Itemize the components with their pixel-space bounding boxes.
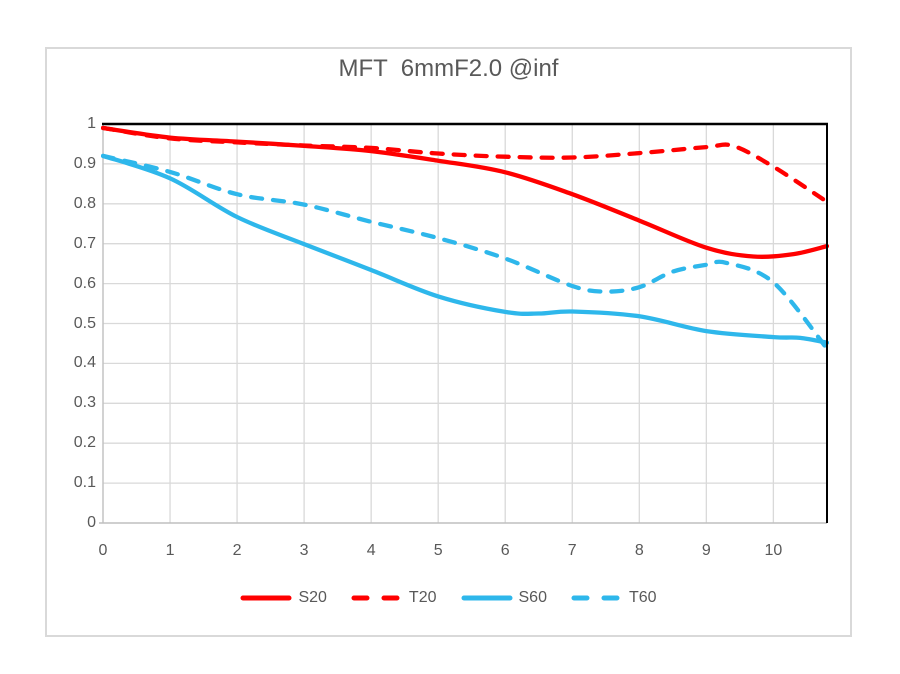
y-axis-label-0.9: 0.9 xyxy=(73,154,96,172)
y-axis-label-0.6: 0.6 xyxy=(73,274,96,292)
y-axis-label-0.4: 0.4 xyxy=(73,354,96,372)
legend-marker-T60-dashed xyxy=(571,595,623,601)
x-axis-label-10: 10 xyxy=(764,542,783,559)
y-axis-label-0.7: 0.7 xyxy=(73,234,96,252)
x-axis-label-7: 7 xyxy=(567,542,577,559)
x-axis-label-2: 2 xyxy=(232,542,242,559)
legend-item-T20: T20 xyxy=(351,589,437,607)
y-axis-label-1: 1 xyxy=(87,115,96,132)
legend-marker-S20-solid xyxy=(240,595,292,601)
legend-label-S60: S60 xyxy=(518,589,547,606)
series-line-S60 xyxy=(101,153,829,345)
legend-marker-T20-dashed xyxy=(351,595,403,601)
x-axis-label-8: 8 xyxy=(634,542,644,559)
y-axis-label-0: 0 xyxy=(87,514,96,531)
x-axis-label-0: 0 xyxy=(98,542,108,559)
y-axis-label-0.3: 0.3 xyxy=(73,394,96,412)
y-axis-label-0.8: 0.8 xyxy=(73,194,96,212)
x-axis-label-3: 3 xyxy=(299,542,309,559)
x-axis-label-5: 5 xyxy=(433,542,443,559)
legend: S20 T20 S60 T60 xyxy=(45,589,852,607)
legend-item-S20: S20 xyxy=(240,589,327,607)
legend-label-S20: S20 xyxy=(298,589,327,606)
legend-item-T60: T60 xyxy=(571,589,657,607)
x-axis-label-6: 6 xyxy=(500,542,510,559)
legend-marker-S60-solid xyxy=(461,595,512,601)
y-axis-label-0.5: 0.5 xyxy=(73,314,96,332)
legend-item-S60: S60 xyxy=(461,589,547,607)
x-axis-label-1: 1 xyxy=(165,542,175,559)
gridlines xyxy=(102,124,827,523)
chart-title: MFT 6mmF2.0 @inf xyxy=(338,55,559,82)
legend-label-T60: T60 xyxy=(628,589,657,606)
x-axis-label-9: 9 xyxy=(701,542,711,559)
legend-label-T20: T20 xyxy=(408,589,437,606)
series-line-T20 xyxy=(101,125,829,204)
y-axis-label-0.1: 0.1 xyxy=(73,474,96,492)
y-axis-label-0.2: 0.2 xyxy=(73,434,96,452)
series-line-T60 xyxy=(101,153,829,351)
x-axis-label-4: 4 xyxy=(366,542,376,559)
series-curves xyxy=(101,125,829,351)
